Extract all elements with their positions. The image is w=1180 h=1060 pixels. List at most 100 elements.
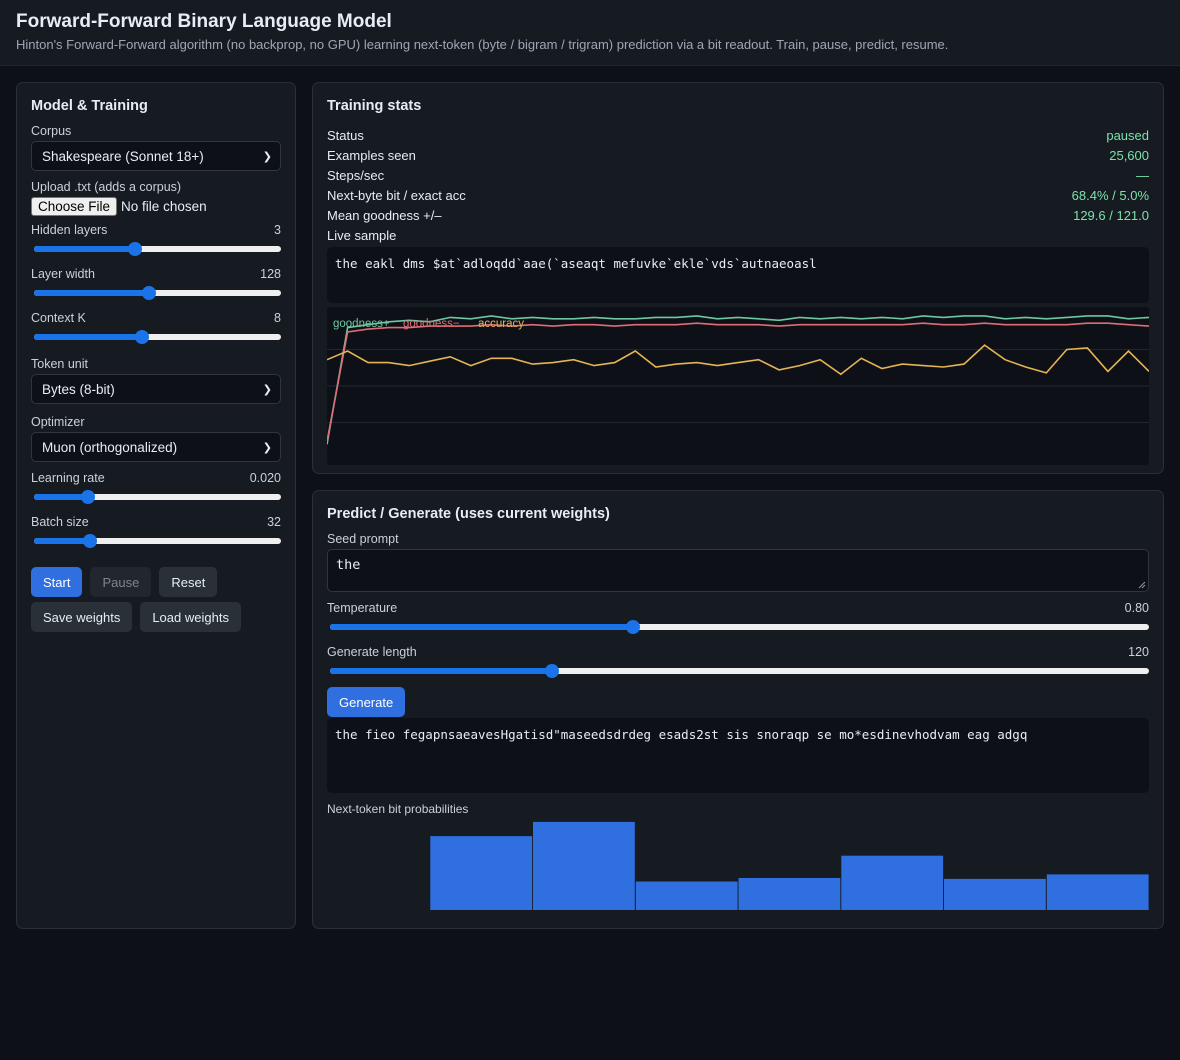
chevron-down-icon: ❯ xyxy=(262,150,272,163)
bit-bar-b2 xyxy=(533,821,635,910)
batch-slider[interactable] xyxy=(31,533,281,549)
token-unit-select[interactable]: Bytes (8-bit) ❯ xyxy=(31,374,281,404)
series-line-goodness xyxy=(326,315,1150,445)
save-weights-button[interactable]: Save weights xyxy=(31,602,133,632)
weight-controls: Save weights Load weights xyxy=(31,602,281,632)
legend-entry: goodness− xyxy=(403,318,460,330)
goodness-label: Mean goodness +/– xyxy=(327,207,442,223)
hidden-layers-slider[interactable] xyxy=(31,241,281,257)
upload-label: Upload .txt (adds a corpus) xyxy=(31,180,182,194)
acc-row: Next-byte bit / exact acc 68.4% / 5.0% xyxy=(327,185,1149,205)
hidden-layers-value: 3 xyxy=(274,223,281,237)
slider-thumb[interactable] xyxy=(80,490,95,504)
slider-thumb[interactable] xyxy=(625,620,640,634)
context-slider[interactable] xyxy=(31,329,281,345)
context-row: Context K 8 xyxy=(31,311,281,325)
examples-value: 25,600 xyxy=(1109,147,1149,163)
token-unit-label: Token unit xyxy=(31,357,88,371)
goodness-value: 129.6 / 121.0 xyxy=(1073,207,1149,223)
sample-row: Live sample xyxy=(327,225,1149,245)
status-value: paused xyxy=(1106,127,1149,143)
live-sample-text: the eakl dms $at`adloqdd`aae(`aseaqt mef… xyxy=(335,256,817,271)
model-training-title: Model & Training xyxy=(31,98,148,114)
no-file-text: No file chosen xyxy=(121,199,207,214)
optimizer-select[interactable]: Muon (orthogonalized) ❯ xyxy=(31,432,281,462)
resize-handle-icon[interactable] xyxy=(1138,581,1146,589)
load-weights-button[interactable]: Load weights xyxy=(140,602,241,632)
layer-width-label: Layer width xyxy=(31,267,95,281)
context-label: Context K xyxy=(31,311,86,325)
bit-bar-b7 xyxy=(1046,874,1149,910)
acc-label: Next-byte bit / exact acc xyxy=(327,187,466,203)
train-controls: Start Pause Reset xyxy=(31,567,281,597)
batch-label: Batch size xyxy=(31,515,89,529)
page-title: Forward-Forward Binary Language Model xyxy=(16,11,392,32)
temp-row: Temperature 0.80 xyxy=(327,601,1149,615)
sample-label: Live sample xyxy=(327,227,397,243)
bit-prob-chart xyxy=(430,821,1149,910)
slider-thumb[interactable] xyxy=(127,242,142,256)
predict-panel: Predict / Generate (uses current weights… xyxy=(312,490,1164,929)
generated-output-box: the fieo fegapnsaeavesHgatisd"maseedsdrd… xyxy=(327,718,1149,793)
token-unit-value: Bytes (8-bit) xyxy=(42,381,115,397)
bit-bar-b5 xyxy=(841,855,944,910)
temperature-slider[interactable] xyxy=(327,619,1149,635)
choose-file-button[interactable]: Choose File xyxy=(31,197,118,216)
bit-bar-b6 xyxy=(944,878,1046,910)
temp-value: 0.80 xyxy=(1124,601,1149,615)
series-line-accuracy xyxy=(326,344,1150,376)
corpus-label: Corpus xyxy=(31,124,72,138)
steps-row: Steps/sec — xyxy=(327,165,1149,185)
lr-row: Learning rate 0.020 xyxy=(31,471,281,485)
slider-thumb[interactable] xyxy=(141,286,156,300)
length-value: 120 xyxy=(1128,645,1149,659)
page-subtitle: Hinton's Forward-Forward algorithm (no b… xyxy=(16,37,949,52)
corpus-select[interactable]: Shakespeare (Sonnet 18+) ❯ xyxy=(31,141,281,171)
slider-thumb[interactable] xyxy=(134,330,149,344)
generate-button[interactable]: Generate xyxy=(327,687,406,717)
status-label: Status xyxy=(327,127,364,143)
temp-label: Temperature xyxy=(327,601,398,615)
pause-button[interactable]: Pause xyxy=(90,567,152,597)
layer-width-slider[interactable] xyxy=(31,285,281,301)
corpus-value: Shakespeare (Sonnet 18+) xyxy=(42,148,204,164)
lr-value: 0.020 xyxy=(249,471,281,485)
reset-button[interactable]: Reset xyxy=(159,567,218,597)
predict-title: Predict / Generate (uses current weights… xyxy=(327,506,610,522)
start-button[interactable]: Start xyxy=(31,567,83,597)
layer-width-row: Layer width 128 xyxy=(31,267,281,281)
examples-label: Examples seen xyxy=(327,147,416,163)
hidden-layers-row: Hidden layers 3 xyxy=(31,223,281,237)
hidden-layers-label: Hidden layers xyxy=(31,223,108,237)
training-stats-title: Training stats xyxy=(327,98,422,114)
batch-value: 32 xyxy=(267,515,281,529)
steps-value: — xyxy=(1136,167,1149,183)
slider-thumb[interactable] xyxy=(82,534,97,548)
layer-width-value: 128 xyxy=(260,267,281,281)
legend-entry: goodness+ xyxy=(333,318,390,330)
training-chart: goodness+ goodness− accuracy xyxy=(326,307,1150,465)
batch-row: Batch size 32 xyxy=(31,515,281,529)
generated-output-text: the fieo fegapnsaeavesHgatisd"maseedsdrd… xyxy=(335,727,1028,742)
bit-bar-b1 xyxy=(430,836,533,910)
slider-thumb[interactable] xyxy=(545,664,560,678)
lr-slider[interactable] xyxy=(31,489,281,505)
training-stats-panel: Training stats Status paused Examples se… xyxy=(312,82,1164,474)
seed-prompt-value: the xyxy=(336,557,361,573)
optimizer-value: Muon (orthogonalized) xyxy=(42,439,178,455)
goodness-row: Mean goodness +/– 129.6 / 121.0 xyxy=(327,205,1149,225)
seed-prompt-input[interactable]: the xyxy=(327,549,1149,592)
model-training-panel: Model & Training Corpus Shakespeare (Son… xyxy=(16,82,296,929)
steps-label: Steps/sec xyxy=(327,167,385,183)
status-row: Status paused xyxy=(327,125,1149,145)
live-sample-box: the eakl dms $at`adloqdd`aae(`aseaqt mef… xyxy=(327,247,1149,303)
lr-label: Learning rate xyxy=(31,471,105,485)
acc-value: 68.4% / 5.0% xyxy=(1071,187,1149,203)
length-row: Generate length 120 xyxy=(327,645,1149,659)
bit-prob-title: Next-token bit probabilities xyxy=(327,802,469,816)
training-chart-svg: goodness+ goodness− accuracy xyxy=(326,315,1150,445)
examples-row: Examples seen 25,600 xyxy=(327,145,1149,165)
optimizer-label: Optimizer xyxy=(31,415,85,429)
legend-entry: accuracy xyxy=(478,318,524,330)
length-slider[interactable] xyxy=(327,663,1149,679)
